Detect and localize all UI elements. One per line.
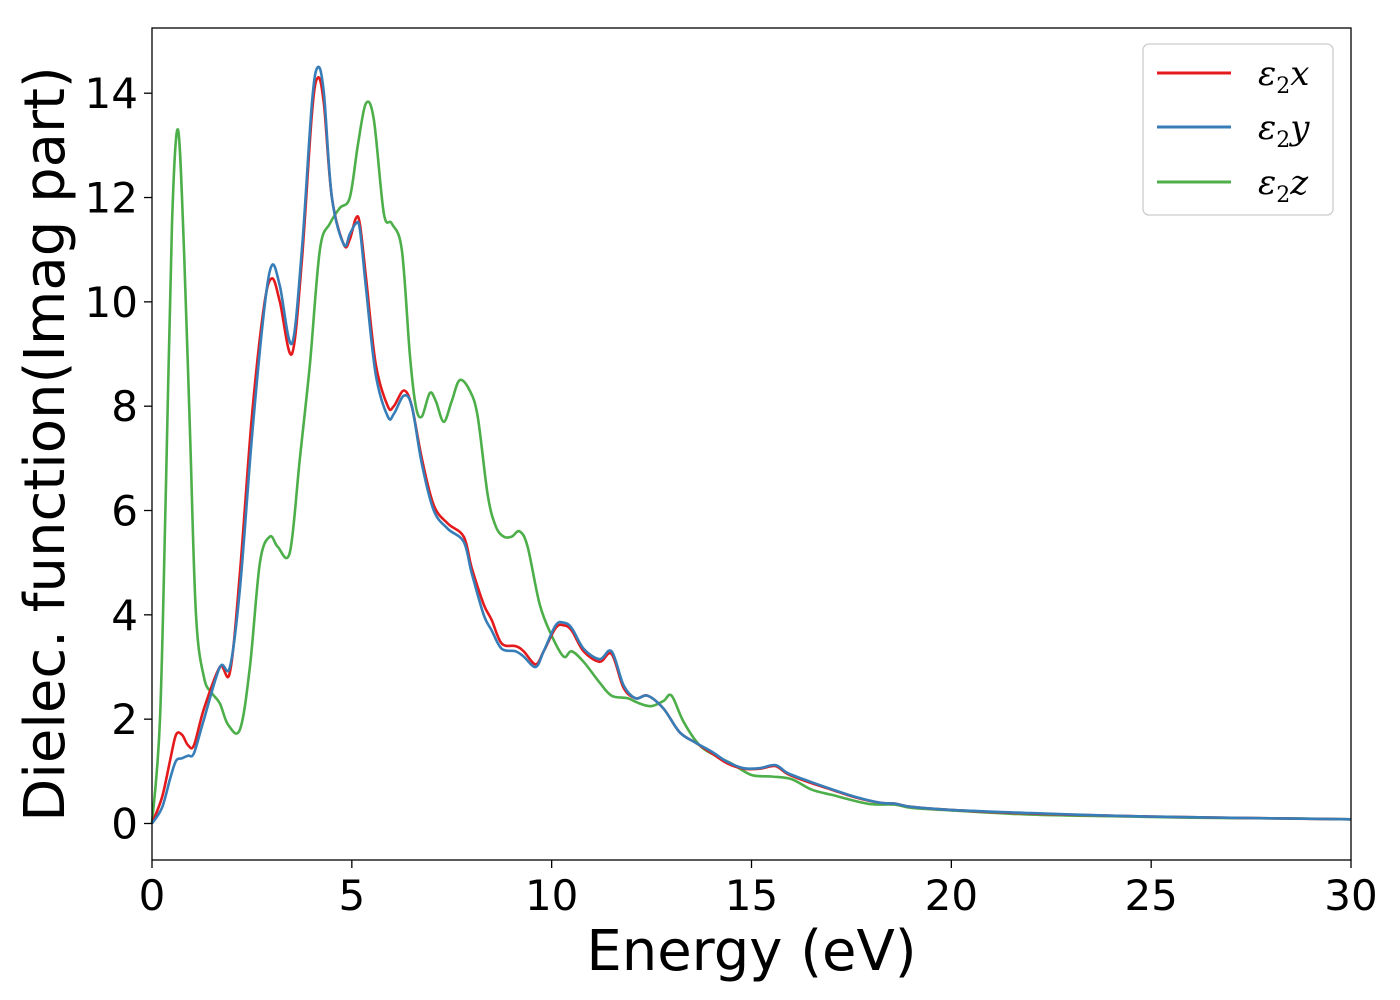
x-axis-ticks: 0 5 10 15 20 25 30 (139, 860, 1378, 920)
x-tick-label: 5 (338, 871, 365, 920)
x-tick-label: 0 (139, 871, 166, 920)
y-axis-label: Dielec. function(Imag part) (13, 66, 78, 822)
y-tick-label: 12 (85, 174, 138, 223)
x-tick-label: 10 (525, 871, 578, 920)
y-tick-label: 14 (85, 69, 138, 118)
y-tick-label: 6 (111, 487, 138, 536)
x-tick-label: 25 (1124, 871, 1177, 920)
y-tick-label: 10 (85, 278, 138, 327)
y-tick-label: 4 (111, 591, 138, 640)
x-axis-label: Energy (eV) (586, 919, 916, 984)
series-line-y (150, 65, 1352, 825)
legend-entry-z: ε2z (1258, 163, 1309, 208)
legend-entry-x: ε2x (1258, 54, 1309, 99)
legend-box (1142, 43, 1334, 216)
series-layer (150, 65, 1352, 825)
x-tick-label: 20 (925, 871, 978, 920)
y-tick-label: 8 (111, 382, 138, 431)
legend: ε2x ε2y ε2z (1142, 43, 1334, 216)
x-tick-label: 30 (1324, 871, 1377, 920)
series-line-z (150, 100, 1352, 824)
y-axis-ticks: 0 2 4 6 8 10 12 14 (85, 69, 152, 848)
y-tick-label: 0 (111, 799, 138, 848)
y-tick-label: 2 (111, 695, 138, 744)
legend-entry-y: ε2y (1258, 108, 1310, 153)
x-tick-label: 15 (725, 871, 778, 920)
